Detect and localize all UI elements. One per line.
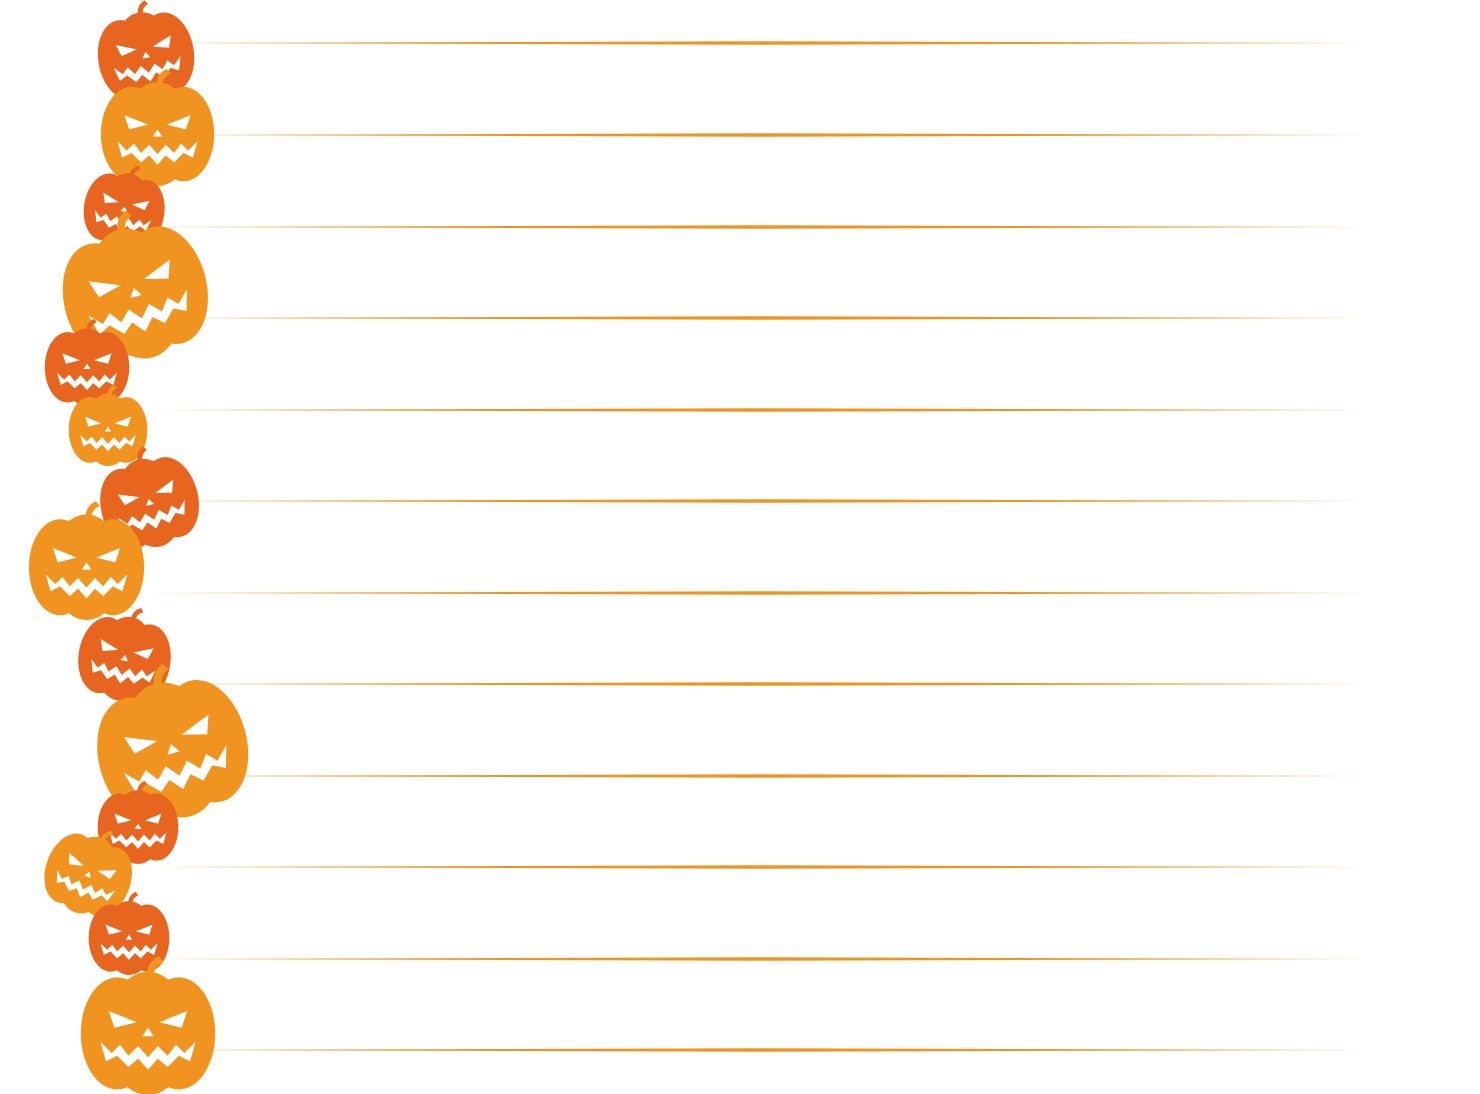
ruled-line bbox=[150, 957, 1368, 961]
ruled-line bbox=[150, 316, 1368, 320]
ruled-line bbox=[150, 682, 1368, 686]
ruled-line bbox=[150, 499, 1368, 503]
ruled-line bbox=[150, 133, 1368, 137]
ruled-line bbox=[150, 41, 1368, 45]
ruled-line bbox=[150, 774, 1368, 778]
ruled-line bbox=[150, 408, 1368, 412]
ruled-line bbox=[150, 865, 1368, 869]
ruled-line bbox=[150, 591, 1368, 595]
pumpkin-border bbox=[28, 0, 263, 1094]
pumpkin bbox=[80, 956, 216, 1094]
ruled-line bbox=[150, 225, 1368, 229]
ruled-line bbox=[150, 1048, 1368, 1052]
ruled-lines bbox=[150, 41, 1368, 1052]
